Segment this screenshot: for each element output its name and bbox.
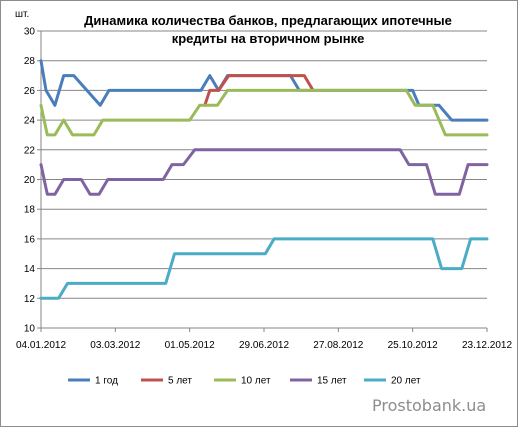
legend-label-3: 10 лет <box>241 376 271 387</box>
series-lines <box>39 59 489 300</box>
x-axis-ticks: 04.01.2012 03.03.2012 01.05.2012 29.06.2012… <box>16 328 512 351</box>
y-tick-label: 16 <box>24 234 36 245</box>
series-line-3 <box>39 88 489 137</box>
y-axis-label: шт. <box>15 9 29 20</box>
series-line-4 <box>39 148 489 196</box>
y-tick-label: 14 <box>24 264 36 275</box>
x-tick-label: 29.06.2012 <box>239 340 289 351</box>
legend-label-1: 1 год <box>95 376 118 387</box>
y-tick-label: 20 <box>24 175 36 186</box>
y-tick-label: 22 <box>24 145 36 156</box>
y-tick-label: 18 <box>24 205 36 216</box>
series-line-5 <box>39 237 489 300</box>
y-axis-ticks: 10 12 14 16 18 20 22 24 26 28 30 <box>24 27 41 335</box>
series-line-2 <box>203 74 315 107</box>
y-tick-label: 12 <box>24 294 36 305</box>
legend-label-4: 15 лет <box>317 376 347 387</box>
gridlines <box>41 30 487 299</box>
y-tick-label: 30 <box>24 27 36 38</box>
chart-title-line-1: Динамика количества банков, предлагающих… <box>84 13 452 28</box>
legend-label-5: 20 лет <box>391 376 421 387</box>
y-tick-label: 28 <box>24 56 36 67</box>
x-tick-label: 23.12.2012 <box>462 340 512 351</box>
x-tick-label: 25.10.2012 <box>388 340 438 351</box>
x-tick-label: 03.03.2012 <box>90 340 140 351</box>
y-tick-label: 26 <box>24 86 36 97</box>
x-tick-label: 04.01.2012 <box>16 340 66 351</box>
legend: 1 год 5 лет 10 лет 15 лет 20 лет <box>68 376 421 387</box>
y-tick-label: 24 <box>24 116 36 127</box>
legend-label-2: 5 лет <box>168 376 192 387</box>
x-tick-label: 01.05.2012 <box>165 340 215 351</box>
y-tick-label: 10 <box>24 324 36 335</box>
watermark: Prostobank.ua <box>372 396 486 415</box>
chart-title-line-2: кредиты на вторичном рынке <box>172 31 365 46</box>
x-tick-label: 27.08.2012 <box>313 340 363 351</box>
